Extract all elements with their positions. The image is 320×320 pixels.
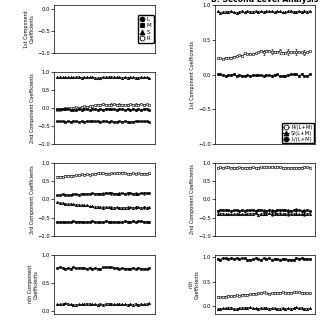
Y-axis label: 2nd Component Coefficients: 2nd Component Coefficients xyxy=(30,73,35,143)
Legend: L, M, S, R: L, M, S, R xyxy=(138,15,154,43)
Y-axis label: 1st Component
Coefficients: 1st Component Coefficients xyxy=(24,10,35,48)
Title: B: Second Level Analysis: B: Second Level Analysis xyxy=(212,0,319,4)
Y-axis label: nth
Coefficients: nth Coefficients xyxy=(189,270,200,299)
Y-axis label: 1st Component Coefficients: 1st Component Coefficients xyxy=(190,41,195,109)
Y-axis label: nth Component
Coefficients: nth Component Coefficients xyxy=(28,265,39,303)
Y-axis label: 3rd Component Coefficients: 3rd Component Coefficients xyxy=(30,165,35,234)
Y-axis label: 2nd Component Coefficients: 2nd Component Coefficients xyxy=(190,164,195,235)
Legend: R/(L+M), S/(L+M), L/(L+M): R/(L+M), S/(L+M), L/(L+M) xyxy=(282,123,314,143)
